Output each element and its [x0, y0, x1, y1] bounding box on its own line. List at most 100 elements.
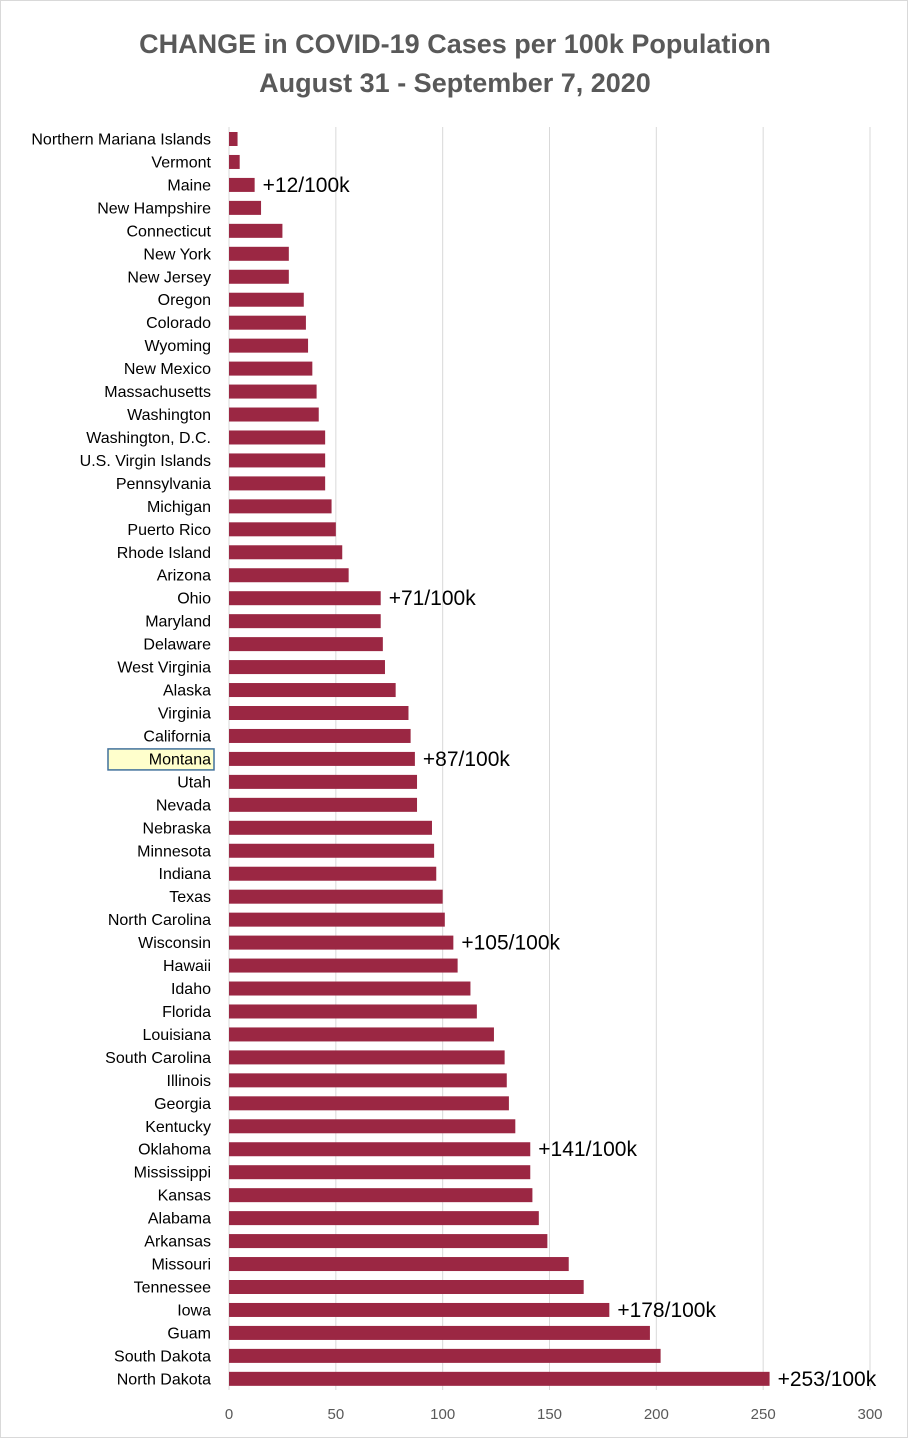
bar [229, 1119, 516, 1134]
category-label: West Virginia [117, 660, 211, 677]
category-label: Louisiana [143, 1027, 212, 1044]
category-label: Massachusetts [104, 384, 211, 401]
category-label: Nevada [156, 797, 211, 814]
bar [229, 476, 326, 491]
category-label: Virginia [158, 706, 211, 723]
data-label: +87/100k [423, 748, 510, 771]
category-label: Arizona [157, 568, 211, 585]
bar [229, 269, 289, 284]
bar [229, 384, 317, 399]
bar [229, 820, 432, 835]
bar [229, 1027, 494, 1042]
bar [229, 660, 385, 675]
bar [229, 614, 381, 629]
bar [229, 1280, 584, 1294]
data-label: +71/100k [389, 587, 476, 610]
bar [229, 1257, 569, 1272]
bar [229, 683, 396, 698]
bar [229, 315, 306, 330]
bar [229, 889, 443, 904]
category-label: New York [143, 246, 212, 263]
category-label: Wyoming [144, 338, 211, 355]
bar [229, 1073, 507, 1088]
data-label: +12/100k [263, 174, 350, 197]
bar [229, 1211, 539, 1226]
category-label: Oklahoma [138, 1142, 211, 1159]
bar [229, 728, 411, 743]
category-label: Maine [167, 177, 211, 194]
bar [229, 706, 409, 720]
data-label: +178/100k [617, 1299, 716, 1322]
category-label: Oregon [158, 292, 211, 309]
category-label: Minnesota [137, 843, 211, 860]
bar [229, 223, 283, 238]
bar [229, 958, 458, 973]
category-label: Iowa [177, 1302, 211, 1319]
bar [229, 568, 349, 583]
category-label: Idaho [171, 981, 211, 998]
category-label: Tennessee [134, 1280, 211, 1297]
category-label: Kansas [158, 1188, 211, 1205]
category-label: U.S. Virgin Islands [80, 453, 211, 470]
category-label: Missouri [151, 1257, 211, 1274]
bar [229, 774, 418, 789]
category-label: Delaware [143, 637, 211, 654]
bar [229, 246, 289, 261]
bar [229, 935, 454, 950]
category-label: Indiana [159, 866, 212, 883]
bar [229, 637, 383, 652]
chart-title: CHANGE in COVID-19 Cases per 100k Popula… [139, 29, 771, 59]
data-label: +253/100k [778, 1368, 877, 1391]
x-tick-label: 200 [644, 1406, 669, 1423]
category-label: Connecticut [127, 223, 212, 240]
data-label: +141/100k [538, 1138, 637, 1161]
category-label: North Carolina [108, 912, 211, 929]
bar [229, 154, 240, 169]
category-label: New Mexico [124, 361, 211, 378]
x-tick-label: 50 [327, 1406, 344, 1423]
bar [229, 292, 304, 307]
category-label: New Jersey [127, 269, 211, 286]
bar [229, 338, 309, 353]
bar [229, 177, 255, 192]
category-label: Northern Mariana Islands [31, 132, 211, 149]
bar [229, 545, 343, 560]
bar [229, 453, 326, 468]
bar [229, 200, 262, 215]
bar [229, 1096, 509, 1111]
x-tick-label: 0 [225, 1406, 233, 1423]
category-label: Kentucky [145, 1119, 211, 1136]
category-label: Alaska [163, 683, 211, 700]
category-label: North Dakota [117, 1371, 211, 1388]
category-label: Colorado [146, 315, 211, 332]
x-tick-label: 300 [857, 1406, 882, 1423]
bar [229, 1188, 533, 1203]
bar [229, 751, 415, 766]
bar [229, 499, 332, 514]
bar [229, 361, 313, 376]
bar [229, 1302, 610, 1317]
category-label: Illinois [167, 1073, 211, 1090]
bar [229, 981, 471, 996]
category-label: Washington [127, 407, 211, 424]
category-label: Alabama [148, 1211, 211, 1228]
x-tick-label: 150 [537, 1406, 562, 1423]
category-label: Michigan [147, 499, 211, 516]
category-label: Rhode Island [117, 545, 211, 562]
bar [229, 132, 238, 146]
category-label: New Hampshire [97, 200, 211, 217]
category-label: Wisconsin [138, 935, 211, 952]
category-label: Utah [177, 774, 211, 791]
category-label: Arkansas [144, 1234, 211, 1251]
category-label: Vermont [151, 154, 211, 171]
category-label: Pennsylvania [116, 476, 211, 493]
x-tick-label: 250 [751, 1406, 776, 1423]
category-label: Montana [149, 751, 211, 768]
category-label: Nebraska [143, 820, 212, 837]
bar [229, 866, 437, 881]
bar [229, 1004, 477, 1019]
x-tick-label: 100 [430, 1406, 455, 1423]
bar [229, 1371, 770, 1386]
category-label: Guam [167, 1325, 211, 1342]
